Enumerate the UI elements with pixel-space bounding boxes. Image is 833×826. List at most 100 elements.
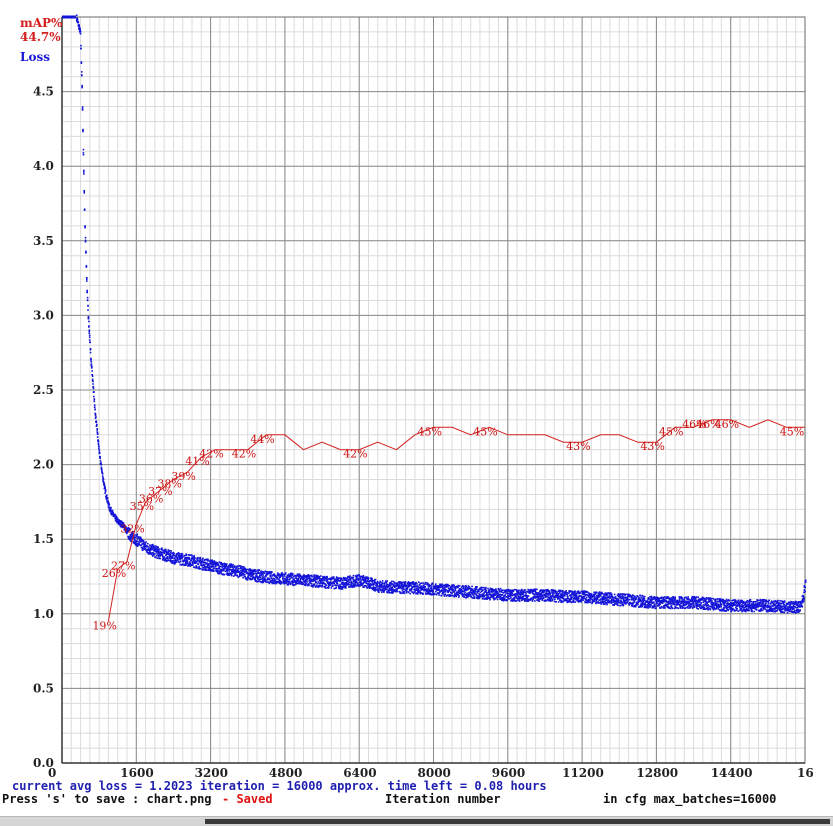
loss-point: [736, 608, 738, 610]
loss-point: [671, 605, 673, 607]
loss-point: [147, 543, 149, 545]
loss-point: [481, 587, 483, 589]
y-tick-label: 4.0: [33, 159, 54, 173]
loss-point: [325, 587, 327, 589]
y-tick-label: 3.5: [33, 234, 54, 248]
loss-point: [461, 588, 463, 590]
loss-point: [76, 14, 78, 16]
loss-point: [91, 374, 93, 376]
loss-point: [644, 596, 646, 598]
loss-point: [226, 571, 228, 573]
loss-point: [213, 566, 215, 568]
loss-point: [92, 381, 94, 383]
loss-point: [282, 576, 284, 578]
loss-point: [80, 31, 82, 33]
loss-point: [455, 596, 457, 598]
loss-point: [443, 592, 445, 594]
loss-point: [580, 601, 582, 603]
loss-point: [391, 581, 393, 583]
loss-point: [497, 593, 499, 595]
loss-point: [287, 584, 289, 586]
loss-point: [496, 591, 498, 593]
loss-point: [591, 593, 593, 595]
loss-point: [716, 603, 718, 605]
loss-point: [417, 593, 419, 595]
loss-point: [212, 561, 214, 563]
loss-point: [487, 588, 489, 590]
loss-point: [653, 598, 655, 600]
loss-point: [525, 593, 527, 595]
loss-point: [162, 554, 164, 556]
loss-point: [376, 586, 378, 588]
loss-point: [703, 605, 705, 607]
loss-point: [532, 599, 534, 601]
loss-point: [690, 606, 692, 608]
loss-point: [101, 468, 103, 470]
loss-point: [639, 595, 641, 597]
loss-point: [330, 581, 332, 583]
loss-point: [697, 608, 699, 610]
loss-point: [207, 560, 209, 562]
loss-point: [87, 309, 89, 311]
loss-point: [209, 566, 211, 568]
loss-point: [226, 563, 228, 565]
loss-point: [287, 579, 289, 581]
loss-point: [573, 600, 575, 602]
y-tick-label: 1.5: [33, 532, 54, 546]
loss-point: [719, 607, 721, 609]
loss-point: [328, 587, 330, 589]
loss-point: [606, 604, 608, 606]
loss-point: [651, 600, 653, 602]
loss-point: [157, 557, 159, 559]
loss-point: [83, 149, 85, 151]
loss-point: [735, 599, 737, 601]
loss-point: [457, 586, 459, 588]
loss-point: [91, 361, 93, 363]
loss-point: [233, 568, 235, 570]
loss-point: [85, 240, 87, 242]
loss-point: [112, 510, 114, 512]
loss-point: [250, 577, 252, 579]
loss-point: [317, 581, 319, 583]
loss-point: [104, 485, 106, 487]
loss-point: [102, 477, 104, 479]
loss-point: [100, 460, 102, 462]
loss-point: [170, 554, 172, 556]
loss-point: [432, 582, 434, 584]
loss-point: [215, 565, 217, 567]
loss-point: [360, 578, 362, 580]
loss-point: [337, 583, 339, 585]
loss-point: [98, 448, 100, 450]
loss-point: [140, 536, 142, 538]
loss-point: [99, 452, 101, 454]
loss-point: [88, 316, 90, 318]
loss-point: [83, 173, 85, 175]
loss-point: [82, 129, 84, 131]
loss-point: [231, 573, 233, 575]
loss-point: [95, 416, 97, 418]
loss-point: [155, 557, 157, 559]
loss-point: [238, 568, 240, 570]
loss-point: [335, 587, 337, 589]
loss-point: [89, 335, 91, 337]
loss-point: [396, 591, 398, 593]
loss-point: [650, 604, 652, 606]
loss-point: [368, 577, 370, 579]
loss-point: [320, 575, 322, 577]
loss-point: [411, 588, 413, 590]
loss-point: [600, 603, 602, 605]
loss-point: [482, 590, 484, 592]
loss-point: [326, 585, 328, 587]
loss-point: [198, 563, 200, 565]
loss-point: [353, 575, 355, 577]
loss-point: [682, 597, 684, 599]
loss-point: [308, 584, 310, 586]
loss-point: [173, 555, 175, 557]
loss-point: [678, 607, 680, 609]
loss-point: [717, 598, 719, 600]
loss-point: [83, 171, 85, 173]
loss-point: [670, 599, 672, 601]
loss-point: [214, 561, 216, 563]
loss-point: [729, 600, 731, 602]
loss-point: [538, 598, 540, 600]
